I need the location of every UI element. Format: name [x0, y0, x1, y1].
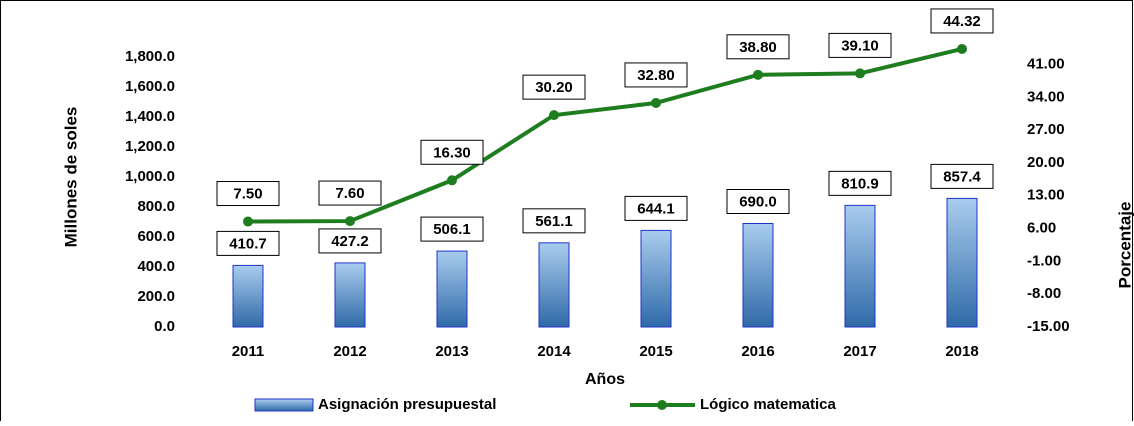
bar	[640, 229, 672, 328]
label-box	[828, 170, 892, 196]
line	[247, 46, 963, 224]
data-label: 810.9	[841, 175, 879, 192]
data-label: 38.80	[739, 39, 777, 56]
label-box	[930, 163, 994, 189]
y2-tick-label: 13.00	[1027, 187, 1065, 204]
bar	[436, 250, 468, 328]
data-label: 7.60	[335, 185, 364, 202]
data-label: 506.1	[433, 221, 471, 238]
bar	[844, 204, 876, 328]
y2-tick-label: 20.00	[1027, 154, 1065, 171]
y2-axis-title: Porcentaje	[1115, 202, 1134, 289]
data-label: 427.2	[331, 233, 369, 250]
y-tick-label: 600.0	[137, 228, 175, 245]
data-label: 410.7	[229, 235, 267, 252]
label-box	[624, 62, 688, 88]
y2-tick-label: -1.00	[1027, 252, 1061, 269]
marker	[243, 216, 253, 227]
label-box	[828, 32, 892, 58]
y2-tick-label: -15.00	[1027, 318, 1070, 335]
x-tick-label: 2016	[741, 343, 774, 360]
data-label: 644.1	[637, 200, 675, 217]
y2-tick-label: 34.00	[1027, 88, 1065, 105]
marker	[957, 43, 967, 54]
y2-tick-label: 6.00	[1027, 220, 1056, 237]
x-tick-label: 2018	[945, 343, 978, 360]
y-tick-label: 1,800.0	[125, 48, 175, 65]
legend-label: Lógico matematica	[700, 396, 837, 413]
legend-label: Asignación presupuestal	[318, 396, 496, 413]
label-box	[930, 8, 994, 34]
data-label: 561.1	[535, 213, 573, 230]
y-tick-label: 400.0	[137, 258, 175, 275]
x-tick-label: 2017	[843, 343, 876, 360]
y-tick-label: 800.0	[137, 198, 175, 215]
label-box	[522, 208, 586, 234]
data-label: 857.4	[943, 168, 981, 185]
marker	[345, 216, 355, 227]
y-tick-label: 1,600.0	[125, 78, 175, 95]
legend-marker	[657, 400, 667, 410]
y-tick-label: 1,200.0	[125, 138, 175, 155]
x-tick-label: 2015	[639, 343, 672, 360]
marker	[753, 69, 763, 80]
bar	[742, 223, 774, 328]
data-label: 16.30	[433, 144, 471, 161]
label-box	[318, 228, 382, 254]
bar	[538, 242, 570, 328]
label-box	[624, 195, 688, 221]
label-box	[726, 189, 790, 214]
y2-tick-label: 27.00	[1027, 121, 1065, 138]
bar	[232, 264, 264, 328]
marker	[855, 68, 865, 79]
label-box	[318, 180, 382, 206]
y-tick-label: 200.0	[137, 288, 175, 305]
x-tick-label: 2012	[333, 343, 366, 360]
label-box	[726, 34, 790, 60]
y2-tick-label: 41.00	[1027, 55, 1065, 72]
data-label: 39.10	[841, 37, 879, 54]
x-tick-label: 2014	[537, 343, 571, 360]
marker	[651, 97, 661, 108]
bar	[946, 197, 978, 328]
x-axis-title: Años	[585, 371, 625, 388]
marker	[447, 175, 457, 186]
x-tick-label: 2013	[435, 343, 468, 360]
label-box	[216, 181, 280, 207]
y-tick-label: 0.0	[154, 318, 175, 335]
label-box	[420, 139, 484, 165]
data-label: 44.32	[943, 13, 981, 30]
data-label: 30.20	[535, 79, 573, 96]
label-box	[216, 230, 280, 256]
label-box	[420, 216, 484, 242]
bar	[334, 262, 366, 328]
legend-swatch	[254, 398, 314, 412]
y-tick-label: 1,000.0	[125, 168, 175, 185]
data-label: 7.50	[233, 186, 262, 203]
x-tick-label: 2011	[232, 343, 265, 360]
data-label: 690.0	[739, 193, 777, 210]
y-tick-label: 1,400.0	[125, 108, 175, 125]
marker	[549, 110, 559, 121]
y2-tick-label: -8.00	[1027, 285, 1061, 302]
data-label: 32.80	[637, 67, 675, 84]
y-axis-title: Millones de soles	[61, 107, 80, 248]
label-box	[522, 74, 586, 100]
